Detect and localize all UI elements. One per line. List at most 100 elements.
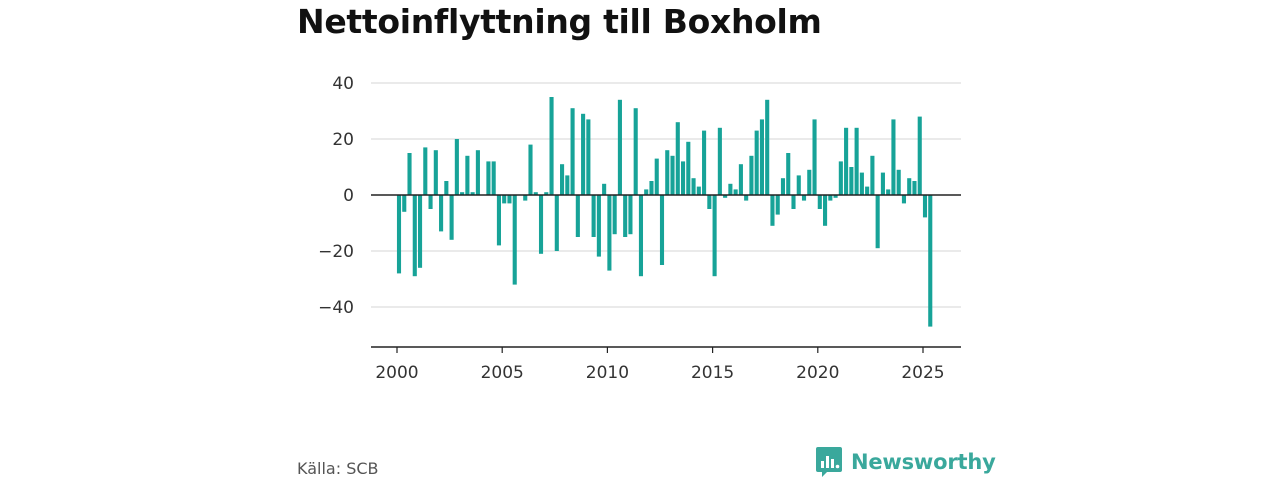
- bar: [828, 195, 833, 201]
- bar: [691, 178, 696, 195]
- y-tick-label: −40: [318, 298, 354, 318]
- bar: [549, 97, 554, 195]
- x-tick-label: 2025: [901, 363, 944, 383]
- bar: [475, 150, 480, 195]
- bar: [712, 195, 717, 277]
- bar: [854, 127, 859, 195]
- bar: [554, 195, 559, 251]
- x-axis-labels: 2000 2005 2010 2015 2020 2025: [375, 363, 944, 383]
- bar: [565, 175, 570, 195]
- x-tick-label: 2000: [375, 363, 418, 383]
- axes: [371, 194, 961, 353]
- bar: [502, 195, 507, 204]
- bar: [528, 144, 533, 195]
- bar: [633, 108, 638, 195]
- bar: [470, 192, 475, 195]
- bar: [623, 195, 628, 237]
- bar: [612, 195, 617, 235]
- bar: [602, 183, 607, 195]
- y-tick-label: 40: [332, 74, 354, 94]
- gridlines: [371, 82, 961, 308]
- bar: [591, 195, 596, 237]
- bar: [912, 181, 917, 195]
- bar: [786, 153, 791, 195]
- bar: [917, 116, 922, 195]
- bar: [596, 195, 601, 257]
- bar: [733, 189, 738, 195]
- bar: [649, 181, 654, 195]
- y-axis-labels: 40 20 0 −20 −40: [318, 74, 354, 318]
- bar: [738, 164, 743, 195]
- bar: [659, 195, 665, 265]
- bar: [838, 161, 843, 195]
- bar: [433, 150, 438, 195]
- bar: [886, 189, 891, 195]
- bar: [491, 161, 496, 195]
- bars: [396, 97, 933, 327]
- x-tick-label: 2010: [586, 363, 629, 383]
- bar: [538, 195, 544, 254]
- bar: [791, 195, 796, 209]
- bar: [723, 195, 728, 198]
- bar: [875, 195, 880, 249]
- bar: [396, 195, 402, 274]
- y-tick-label: −20: [318, 242, 354, 262]
- bar: [407, 153, 412, 195]
- bar: [812, 119, 817, 195]
- bar: [449, 195, 454, 240]
- bar: [581, 113, 586, 195]
- bar: [849, 167, 854, 195]
- bar: [644, 189, 649, 195]
- bar: [444, 181, 449, 195]
- bar: [617, 99, 622, 195]
- bar: [833, 195, 838, 198]
- bar: [770, 195, 775, 226]
- bar: [607, 195, 612, 271]
- bar: [586, 119, 591, 195]
- bar: [533, 192, 538, 195]
- bar: [844, 127, 849, 195]
- bar: [749, 155, 754, 195]
- bar: [780, 178, 786, 195]
- bar: [891, 119, 896, 195]
- bar: [638, 195, 644, 277]
- x-tick-label: 2005: [481, 363, 524, 383]
- bar: [775, 195, 780, 215]
- bar: [417, 195, 423, 268]
- bar: [465, 155, 470, 195]
- brand-name: Newsworthy: [851, 450, 996, 474]
- bar: [507, 195, 512, 204]
- bar: [402, 195, 407, 212]
- bar: [654, 158, 659, 195]
- bar: [665, 150, 670, 195]
- bar: [859, 172, 864, 195]
- bar: [717, 127, 722, 195]
- bar: [922, 195, 928, 218]
- x-tick-label: 2020: [796, 363, 839, 383]
- bar: [454, 139, 459, 195]
- bar: [544, 192, 549, 195]
- x-tick-label: 2015: [691, 363, 734, 383]
- source-note: Källa: SCB: [297, 459, 379, 478]
- newsworthy-logo-icon: [816, 447, 842, 477]
- bar: [628, 195, 633, 235]
- bar: [412, 195, 417, 277]
- bar: [759, 119, 764, 195]
- newsworthy-logo: Newsworthy: [815, 446, 996, 478]
- bar: [439, 195, 444, 232]
- bar: [870, 155, 875, 195]
- bar: [686, 141, 691, 195]
- bar: [765, 99, 770, 195]
- bar: [460, 192, 465, 195]
- bar: [796, 175, 801, 195]
- bar: [680, 161, 686, 195]
- y-tick-label: 0: [343, 186, 354, 206]
- bar: [675, 122, 680, 195]
- bar: [428, 195, 433, 209]
- bar: [523, 195, 528, 201]
- bar: [486, 161, 491, 195]
- bar: [707, 195, 712, 209]
- bar: [702, 130, 707, 195]
- bar: [896, 169, 901, 195]
